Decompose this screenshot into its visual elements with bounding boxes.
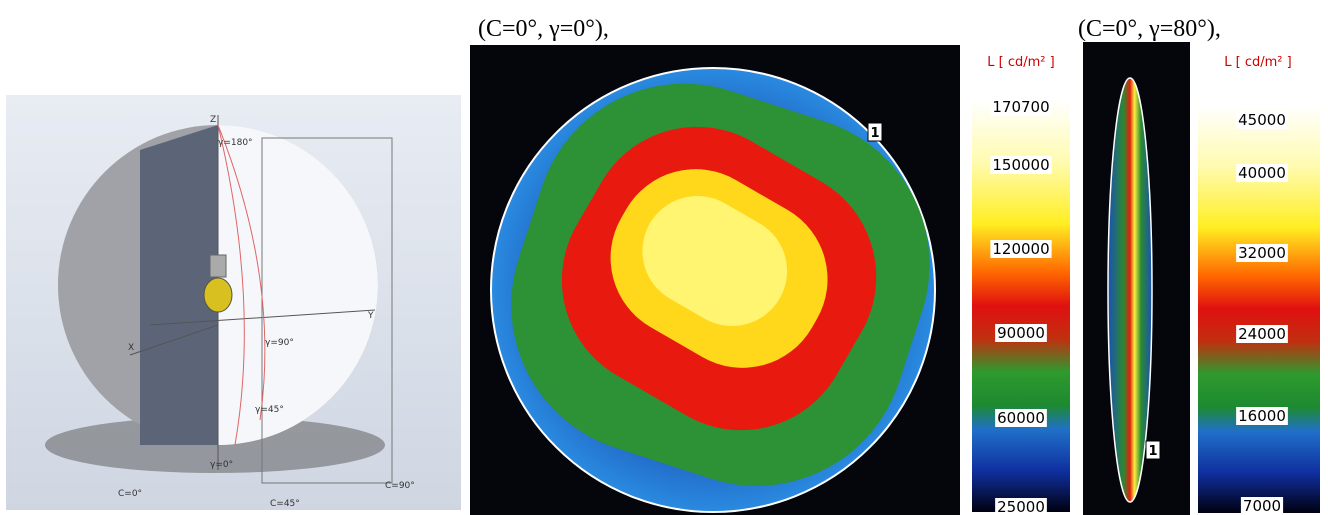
colorbar-tick-label: 25000 (997, 498, 1045, 515)
colorbar-tick-label: 150000 (992, 156, 1049, 174)
axis-label: X (128, 343, 134, 353)
colorbar-tick-label: 120000 (992, 240, 1049, 258)
label-box (1236, 164, 1288, 182)
colorbar-title: L [ cd/m² ] (987, 55, 1054, 70)
axis-label: Y (367, 311, 374, 321)
label-box (1236, 407, 1288, 425)
label-box (995, 498, 1047, 515)
colorbar-tick-label: 24000 (1238, 325, 1286, 343)
label-box (990, 156, 1052, 174)
angle-label: γ=180° (218, 138, 253, 148)
label-box (1240, 497, 1284, 515)
marker: 1 (1148, 444, 1157, 459)
angle-label: γ=0° (210, 460, 233, 470)
label-box (990, 98, 1052, 116)
colorbar: L [ cd/m² ] 170700 150000 120000 90000 60000… (972, 55, 1070, 515)
caption: (C=0°, γ=80°), (1078, 16, 1221, 42)
luminance-map: 1 (470, 45, 960, 515)
angle-label: C=45° (270, 499, 300, 509)
angle-label: γ=90° (265, 338, 294, 348)
colorbar-tick-label: 7000 (1243, 497, 1281, 515)
colorbar-tick-label: 60000 (997, 409, 1045, 427)
colorbar-title: L [ cd/m² ] (1224, 55, 1291, 70)
colorbar-tick-label: 45000 (1238, 111, 1286, 129)
colorbar-tick-label: 32000 (1238, 244, 1286, 262)
label-box (995, 324, 1047, 342)
colorbar-tick-label: 170700 (992, 98, 1049, 116)
angle-label: C=90° (385, 481, 415, 491)
colorbar: L [ cd/m² ] 45000 40000 32000 24000 16000 700… (1198, 55, 1320, 515)
label-box (1236, 325, 1288, 343)
label-box (995, 409, 1047, 427)
angle-label: γ=45° (255, 405, 284, 415)
angle-label: C=0° (118, 489, 142, 499)
label-box (990, 240, 1052, 258)
sphere-diagram: Z Y X γ=180° γ=90° γ=45° γ=0° C=0° C=45°… (6, 95, 461, 510)
colorbar-tick-label: 90000 (997, 324, 1045, 342)
caption: (C=0°, γ=0°), (478, 16, 609, 42)
label-box (1236, 111, 1288, 129)
axis-label: Z (210, 115, 216, 125)
marker: 1 (870, 126, 879, 141)
label-box (1236, 244, 1288, 262)
luminance-map: 1 (1083, 42, 1190, 515)
colorbar-tick-label: 40000 (1238, 164, 1286, 182)
colorbar-tick-label: 16000 (1238, 407, 1286, 425)
